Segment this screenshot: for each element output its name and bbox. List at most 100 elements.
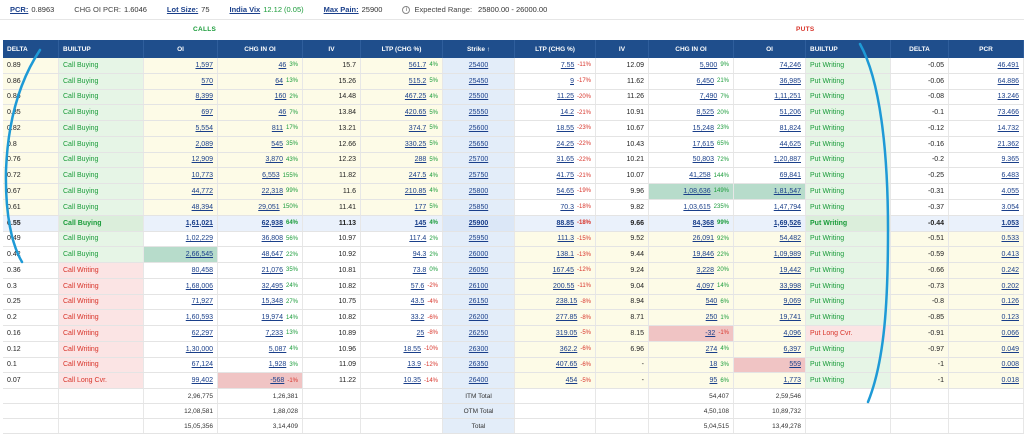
call-ltp-value[interactable]: 10.35 xyxy=(403,377,421,385)
call-oi-value[interactable]: 570 xyxy=(201,77,213,85)
call-ltp-value[interactable]: 117.4 xyxy=(409,235,427,243)
pcr-value[interactable]: 1.053 xyxy=(1001,219,1019,227)
put-chg-oi-value[interactable]: 8,525 xyxy=(696,109,714,117)
pcr-value[interactable]: 0.242 xyxy=(1001,266,1019,274)
call-chg-oi-value[interactable]: 64 xyxy=(275,77,283,85)
put-oi-value[interactable]: 1,20,887 xyxy=(773,156,801,164)
put-chg-oi-value[interactable]: 250 xyxy=(705,314,718,322)
call-chg-oi-value[interactable]: 46 xyxy=(278,61,287,69)
call-oi-value[interactable]: 67,124 xyxy=(191,361,213,369)
lot-size-label[interactable]: Lot Size: xyxy=(166,5,199,14)
col-header-put-delta[interactable]: DELTA xyxy=(891,40,949,58)
put-ltp-value[interactable]: 54.65 xyxy=(556,187,574,195)
put-chg-oi-value[interactable]: 95 xyxy=(709,377,718,385)
put-oi-value[interactable]: 69,841 xyxy=(779,172,801,180)
put-oi-value[interactable]: 74,246 xyxy=(779,61,801,69)
call-chg-oi-value[interactable]: 48,647 xyxy=(261,251,283,259)
put-oi-value[interactable]: 1,47,794 xyxy=(773,203,801,211)
strike-cell[interactable]: 25650 xyxy=(443,136,515,152)
put-chg-oi-value[interactable]: -32 xyxy=(705,329,716,337)
put-ltp-value[interactable]: 24.25 xyxy=(556,140,574,148)
put-chg-oi-value[interactable]: 7,490 xyxy=(699,93,718,101)
put-ltp-value[interactable]: 200.55 xyxy=(553,282,575,290)
col-header-call-oi[interactable]: OI xyxy=(144,40,218,58)
pcr-value[interactable]: 14.732 xyxy=(997,124,1019,132)
pcr-value[interactable]: 0.066 xyxy=(1001,329,1019,337)
put-oi-value[interactable]: 51,206 xyxy=(779,109,801,117)
put-oi-value[interactable]: 1,81,547 xyxy=(773,187,801,195)
put-ltp-value[interactable]: 362.2 xyxy=(559,345,578,353)
put-oi-value[interactable]: 54,482 xyxy=(779,235,801,243)
call-ltp-value[interactable]: 18.55 xyxy=(403,345,421,353)
call-chg-oi-value[interactable]: 21,076 xyxy=(261,266,283,274)
call-chg-oi-value[interactable]: 22,318 xyxy=(261,187,283,195)
put-chg-oi-value[interactable]: 15,248 xyxy=(692,124,714,132)
call-oi-value[interactable]: 44,772 xyxy=(191,187,213,195)
pcr-value[interactable]: 0.413 xyxy=(1001,251,1019,259)
call-chg-oi-value[interactable]: 5,087 xyxy=(268,345,287,353)
call-ltp-value[interactable]: 374.7 xyxy=(408,124,427,132)
call-ltp-value[interactable]: 43.5 xyxy=(410,298,425,306)
call-ltp-value[interactable]: 57.6 xyxy=(410,282,425,290)
strike-cell[interactable]: 25600 xyxy=(443,121,515,136)
call-oi-value[interactable]: 2,66,545 xyxy=(185,251,213,259)
pcr-value[interactable]: 6.483 xyxy=(1001,172,1019,180)
india-vix-label[interactable]: India Vix xyxy=(229,5,261,14)
pcr-value[interactable]: 13.246 xyxy=(997,93,1019,101)
pcr-label[interactable]: PCR: xyxy=(10,5,29,14)
put-oi-value[interactable]: 559 xyxy=(789,361,801,369)
put-ltp-value[interactable]: 238.15 xyxy=(555,298,578,306)
call-chg-oi-value[interactable]: 3,870 xyxy=(265,156,283,164)
put-oi-value[interactable]: 1,11,251 xyxy=(774,93,801,101)
call-oi-value[interactable]: 1,60,593 xyxy=(185,314,213,322)
put-ltp-value[interactable]: 138.1 xyxy=(556,251,574,259)
call-oi-value[interactable]: 99,402 xyxy=(191,377,213,385)
call-ltp-value[interactable]: 73.8 xyxy=(412,266,427,274)
pcr-value[interactable]: 21.362 xyxy=(997,140,1019,148)
col-header-strike[interactable]: Strike ↑ xyxy=(443,40,515,58)
put-chg-oi-value[interactable]: 1,08,636 xyxy=(683,187,711,195)
strike-cell[interactable]: 26150 xyxy=(443,294,515,310)
pcr-value[interactable]: 0.202 xyxy=(1001,282,1019,290)
strike-cell[interactable]: 25700 xyxy=(443,152,515,168)
call-ltp-value[interactable]: 420.65 xyxy=(404,109,427,117)
call-ltp-value[interactable]: 94.3 xyxy=(412,251,427,259)
put-ltp-value[interactable]: 277.85 xyxy=(555,314,578,322)
call-chg-oi-value[interactable]: 6,553 xyxy=(262,172,280,180)
strike-cell[interactable]: 26350 xyxy=(443,357,515,373)
col-header-put-chg-oi[interactable]: CHG IN OI xyxy=(649,40,734,58)
col-header-call-builtup[interactable]: BUILTUP xyxy=(59,40,144,58)
col-header-put-builtup[interactable]: BUILTUP xyxy=(806,40,891,58)
put-chg-oi-value[interactable]: 18 xyxy=(709,361,718,369)
pcr-value[interactable]: 73.466 xyxy=(997,109,1019,117)
call-oi-value[interactable]: 697 xyxy=(201,109,213,117)
col-header-put-ltp[interactable]: LTP (CHG %) xyxy=(515,40,596,58)
put-oi-value[interactable]: 9,069 xyxy=(783,298,801,306)
put-ltp-value[interactable]: 7.55 xyxy=(560,61,575,69)
call-chg-oi-value[interactable]: 15,348 xyxy=(261,298,283,306)
call-ltp-value[interactable]: 25 xyxy=(416,329,425,337)
strike-cell[interactable]: 25900 xyxy=(443,215,515,231)
put-chg-oi-value[interactable]: 1,03,615 xyxy=(683,203,711,211)
pcr-value[interactable]: 46.491 xyxy=(997,61,1019,69)
strike-cell[interactable]: 26100 xyxy=(443,278,515,294)
call-ltp-value[interactable]: 13.9 xyxy=(407,361,421,369)
call-oi-value[interactable]: 1,02,229 xyxy=(185,235,213,243)
call-chg-oi-value[interactable]: 32,495 xyxy=(261,282,283,290)
put-oi-value[interactable]: 81,824 xyxy=(779,124,801,132)
put-oi-value[interactable]: 33,998 xyxy=(779,282,801,290)
call-chg-oi-value[interactable]: 160 xyxy=(274,93,287,101)
call-ltp-value[interactable]: 515.2 xyxy=(408,77,427,85)
put-chg-oi-value[interactable]: 5,900 xyxy=(699,61,718,69)
pcr-value[interactable]: 3.054 xyxy=(1001,203,1019,211)
put-ltp-value[interactable]: 319.05 xyxy=(555,329,578,337)
pcr-value[interactable]: 0.018 xyxy=(1001,377,1019,385)
call-oi-value[interactable]: 12,909 xyxy=(191,156,213,164)
call-oi-value[interactable]: 1,61,021 xyxy=(185,219,213,227)
call-oi-value[interactable]: 10,773 xyxy=(191,172,213,180)
put-chg-oi-value[interactable]: 4,097 xyxy=(696,282,714,290)
pcr-value[interactable]: 0.123 xyxy=(1001,314,1019,322)
put-chg-oi-value[interactable]: 50,803 xyxy=(692,156,714,164)
call-oi-value[interactable]: 5,554 xyxy=(195,124,213,132)
put-oi-value[interactable]: 1,773 xyxy=(783,377,801,385)
